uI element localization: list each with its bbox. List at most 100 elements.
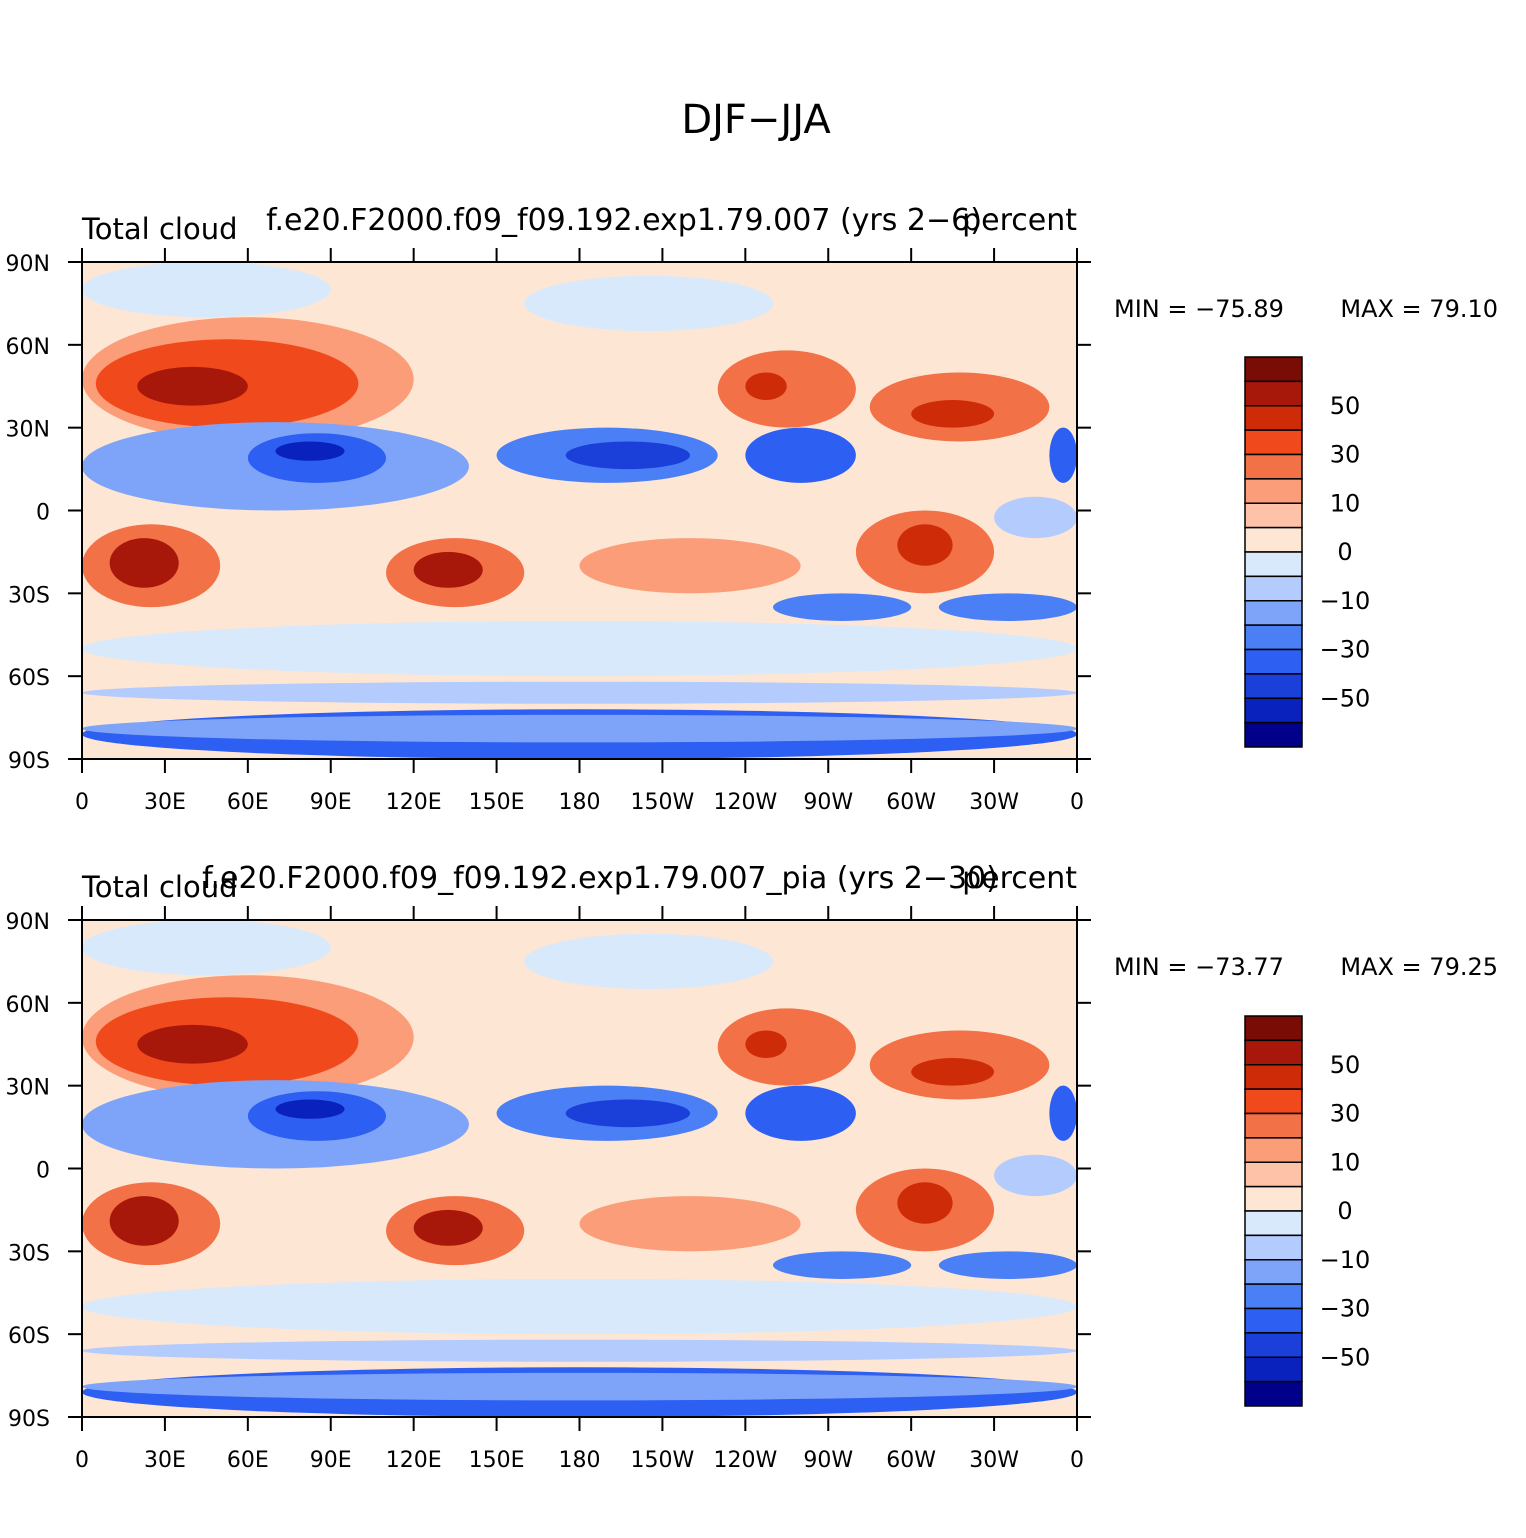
colorbar-swatch — [1244, 1112, 1303, 1139]
field-patch-5 — [82, 920, 331, 976]
figure-title: DJF−JJA — [681, 97, 831, 143]
colorbar-label: −30 — [1320, 1295, 1371, 1323]
colorbar-swatch — [1244, 1307, 1303, 1334]
field-patch-1 — [82, 1372, 1077, 1401]
xtick-label: 180 — [559, 790, 601, 815]
ytick-label: 60S — [8, 1324, 50, 1349]
field-patch-12 — [275, 441, 345, 461]
colorbar-swatch — [1244, 1259, 1303, 1285]
field-patch-18 — [565, 1099, 691, 1128]
colorbar-swatch — [1244, 526, 1303, 553]
colorbar-swatch — [1244, 1332, 1303, 1358]
ytick-label: 90N — [6, 910, 50, 935]
ytick-label: 60N — [6, 335, 50, 360]
field-patch-26 — [579, 1196, 801, 1252]
colorbar-swatch — [1244, 1185, 1303, 1212]
panel-2-yaxis: 90N 60N 30N 0 30S 60S 90S — [6, 910, 1091, 1432]
field-patch-30 — [994, 496, 1077, 539]
ytick-label: 90S — [8, 1407, 50, 1432]
xtick-label: 90W — [803, 1448, 853, 1473]
field-patch-9 — [137, 366, 248, 406]
field-patch-25 — [897, 1182, 953, 1224]
field-patch-12 — [275, 1099, 345, 1119]
panel-2-field — [82, 920, 1077, 1417]
colorbar-label: 10 — [1330, 489, 1361, 517]
ytick-label: 30N — [6, 1076, 50, 1101]
colorbar-swatch — [1244, 600, 1303, 626]
field-patch-19 — [745, 427, 856, 483]
colorbar-label: −10 — [1320, 1246, 1371, 1274]
panel-1: Total cloud f.e20.F2000.f09_f09.192.exp1… — [6, 203, 1498, 815]
panel-1-left-label: Total cloud — [81, 212, 237, 246]
ytick-label: 60S — [8, 666, 50, 691]
colorbar-swatch — [1244, 1234, 1303, 1261]
colorbar-label: 0 — [1337, 538, 1352, 566]
colorbar-label: 30 — [1330, 441, 1361, 469]
colorbar-swatch — [1244, 673, 1303, 699]
colorbar-swatch — [1244, 1064, 1303, 1090]
colorbar-swatch — [1244, 405, 1303, 431]
ytick-label: 30N — [6, 418, 50, 443]
colorbar-swatch — [1244, 575, 1303, 602]
field-patch-25 — [897, 524, 953, 566]
field-patch-26 — [579, 538, 801, 594]
colorbar-label: 30 — [1330, 1100, 1361, 1128]
field-patch-14 — [109, 1196, 179, 1246]
field-patch-28 — [938, 593, 1077, 621]
xtick-label: 120W — [713, 1448, 777, 1473]
field-patch-16 — [413, 551, 483, 588]
colorbar-swatch — [1244, 551, 1303, 578]
panel-1-min: MIN = −75.89 — [1114, 295, 1284, 323]
colorbar-swatch — [1244, 697, 1303, 724]
colorbar-swatch — [1244, 478, 1303, 504]
xtick-label: 90E — [310, 1448, 352, 1473]
xtick-label: 0 — [1070, 1448, 1084, 1473]
ytick-label: 90N — [6, 252, 50, 277]
xtick-label: 0 — [1070, 790, 1084, 815]
panel-1-run-title: f.e20.F2000.f09_f09.192.exp1.79.007 (yrs… — [266, 203, 982, 238]
xtick-label: 30E — [144, 1448, 186, 1473]
colorbar-swatch — [1244, 453, 1303, 480]
colorbar-swatch — [1244, 648, 1303, 675]
xtick-label: 90E — [310, 790, 352, 815]
panel-2-run-title: f.e20.F2000.f09_f09.192.exp1.79.007_pia … — [202, 861, 998, 896]
ytick-label: 0 — [36, 501, 50, 526]
xtick-label: 150E — [469, 790, 525, 815]
colorbar-swatch — [1244, 356, 1303, 383]
colorbar-swatch — [1244, 1283, 1303, 1310]
colorbar-swatch — [1244, 1039, 1303, 1066]
field-patch-14 — [109, 538, 179, 588]
field-patch-21 — [745, 1030, 787, 1059]
panel-2-units: percent — [962, 861, 1077, 896]
field-patch-29 — [1049, 427, 1077, 483]
colorbar-label: 0 — [1337, 1197, 1352, 1225]
xtick-label: 60W — [886, 1448, 936, 1473]
colorbar-label: −50 — [1320, 1343, 1371, 1371]
field-patch-28 — [938, 1251, 1077, 1279]
panel-1-map — [81, 261, 1078, 760]
field-patch-23 — [911, 1058, 995, 1086]
field-patch-20 — [717, 1008, 856, 1086]
colorbar-swatch — [1244, 1137, 1303, 1163]
panel-2-xaxis: 0 30E 60E 90E 120E 150E 180 150W 120W 90W 60W 30W 0 — [75, 906, 1084, 1473]
field-patch-20 — [717, 350, 856, 428]
colorbar-swatch — [1244, 1015, 1303, 1042]
xtick-label: 120E — [386, 1448, 442, 1473]
ytick-label: 60N — [6, 993, 50, 1018]
ytick-label: 90S — [8, 749, 50, 774]
ytick-label: 30S — [8, 1241, 50, 1266]
field-patch-3 — [82, 1278, 1077, 1335]
panel-2-map — [81, 919, 1078, 1418]
field-patch-1 — [82, 714, 1077, 743]
field-patch-19 — [745, 1085, 856, 1141]
field-patch-23 — [911, 400, 995, 428]
ytick-label: 0 — [36, 1159, 50, 1184]
field-patch-30 — [994, 1154, 1077, 1197]
field-patch-27 — [772, 593, 912, 621]
panel-2-max: MAX = 79.25 — [1340, 953, 1498, 981]
xtick-label: 30W — [969, 1448, 1019, 1473]
xtick-label: 120W — [713, 790, 777, 815]
field-patch-5 — [82, 262, 331, 318]
field-patch-3 — [82, 620, 1077, 677]
xtick-label: 180 — [559, 1448, 601, 1473]
